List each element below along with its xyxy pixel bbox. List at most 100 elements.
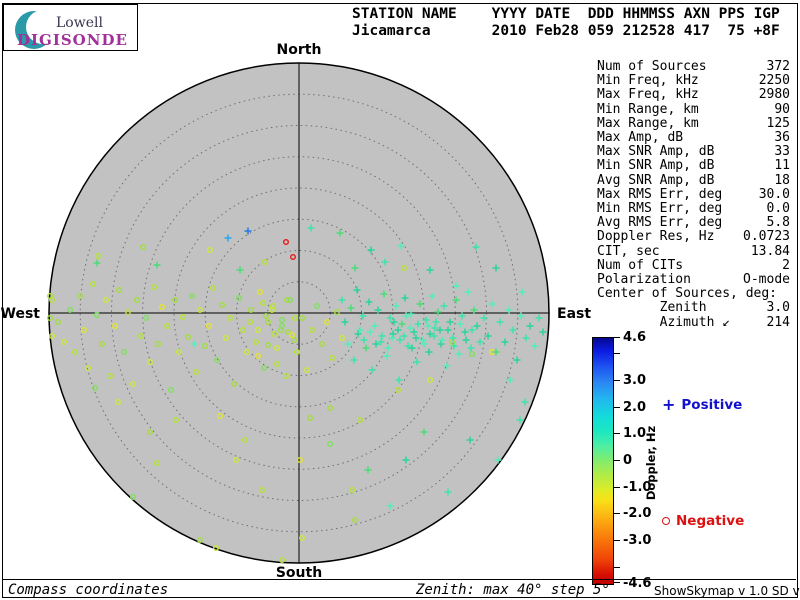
positive-doppler-point [412, 334, 420, 342]
positive-doppler-point [505, 306, 513, 314]
stat-value: 18 [774, 172, 790, 188]
positive-doppler-point [467, 344, 475, 352]
negative-doppler-point [76, 293, 83, 300]
stat-label: Min Freq, kHz [597, 73, 699, 89]
stat-value: 2980 [758, 87, 790, 103]
negative-doppler-point [232, 457, 239, 464]
negative-doppler-point [106, 373, 113, 380]
positive-doppler-point [420, 340, 428, 348]
stat-label: Avg SNR Amp, dB [597, 172, 715, 188]
colorbar-tick [613, 513, 620, 514]
positive-doppler-point [455, 350, 463, 358]
positive-doppler-point [444, 488, 452, 496]
stat-label: Avg RMS Err, deg [597, 215, 723, 231]
negative-doppler-point [469, 351, 476, 358]
positive-doppler-point [383, 352, 391, 360]
stat-value: 214 [766, 314, 790, 330]
stat-value: 11 [774, 158, 790, 174]
negative-doppler-point [226, 315, 233, 322]
colorbar-tick [613, 460, 620, 461]
negative-doppler-point [285, 329, 292, 336]
negative-doppler-point [201, 343, 208, 350]
negative-doppler-point [279, 323, 286, 330]
positive-doppler-point [461, 328, 469, 336]
negative-doppler-point [243, 349, 250, 356]
stat-label: Num of Sources [597, 59, 707, 74]
positive-doppler-point [353, 286, 361, 294]
negative-doppler-point [292, 315, 299, 322]
colorbar-tick [613, 567, 620, 568]
negative-doppler-point [179, 314, 186, 321]
negative-doppler-point [339, 335, 346, 342]
negative-doppler-point [349, 487, 356, 494]
colorbar-tick [613, 582, 620, 583]
stat-label: Min Range, km [597, 101, 699, 117]
positive-doppler-point [517, 312, 525, 320]
stat-label: Max RMS Err, deg [597, 186, 723, 202]
negative-doppler-point [279, 317, 286, 324]
positive-doppler-point [494, 456, 502, 464]
negative-doppler-point [129, 494, 136, 501]
echo-source-points [47, 224, 547, 564]
positive-doppler-point [354, 330, 362, 338]
positive-doppler-point [364, 466, 372, 474]
positive-doppler-point [466, 436, 474, 444]
positive-doppler-point [422, 316, 430, 324]
positive-doppler-point [516, 416, 524, 424]
stat-value: 125 [766, 115, 790, 131]
negative-doppler-point [218, 302, 225, 309]
positive-doppler-point [396, 336, 404, 344]
positive-doppler-point [464, 288, 472, 296]
positive-doppler-point [359, 312, 367, 320]
stat-row: Min Range, km 90 [597, 101, 790, 117]
stat-row: Zenith 3.0 [597, 301, 790, 315]
positive-doppler-point [350, 356, 358, 364]
positive-doppler-point [419, 336, 427, 344]
negative-doppler-point [283, 373, 290, 380]
negative-doppler-point [257, 289, 264, 296]
negative-doppler-point [216, 413, 223, 420]
negative-doppler-point [213, 357, 220, 364]
negative-doppler-point [163, 323, 170, 330]
positive-doppler-point [402, 312, 410, 320]
negative-doppler-point [84, 365, 91, 372]
negative-doppler-point [357, 417, 364, 424]
stat-row: Avg SNR Amp, dB 18 [597, 172, 790, 188]
positive-doppler-point [380, 290, 388, 298]
stat-value: 90 [774, 101, 790, 117]
positive-doppler-point [401, 294, 409, 302]
stat-value: 0.0 [766, 201, 790, 217]
stat-label: CIT, sec [597, 243, 660, 259]
stat-value: 33 [774, 144, 790, 160]
negative-doppler-point [171, 297, 178, 304]
negative-doppler-point [297, 457, 304, 464]
stat-row: CIT, sec 13.84 [597, 243, 790, 259]
positive-doppler-point [518, 288, 526, 296]
positive-doppler-point [407, 310, 415, 318]
positive-doppler-point [390, 318, 398, 326]
negative-doppler-point [265, 342, 272, 349]
positive-doppler-point [458, 312, 466, 320]
positive-doppler-point [190, 340, 198, 348]
coordinates-caption: Compass coordinates [8, 582, 169, 598]
stat-label: Polarization [597, 272, 691, 288]
stats-panel: Num of Sources 372 Min Freq, kHz 2250 Max Fr… [597, 59, 790, 330]
positive-doppler-point [473, 322, 481, 330]
negative-doppler-point [49, 333, 56, 340]
positive-doppler-point [356, 326, 364, 334]
negative-doppler-point [307, 415, 314, 422]
positive-doppler-point [307, 224, 315, 232]
positive-doppler-point [472, 243, 480, 251]
positive-doppler-point [388, 334, 396, 342]
positive-doppler-point [492, 264, 500, 272]
stat-value: 372 [766, 59, 790, 74]
header-column-titles: STATION NAME YYYY DATE DDD HHMMSS AXN PP… [352, 6, 780, 22]
positive-doppler-point [492, 348, 500, 356]
positive-doppler-point [420, 428, 428, 436]
negative-doppler-point [254, 327, 261, 334]
negative-doppler-point [284, 297, 291, 304]
negative-doppler-point [304, 367, 311, 374]
negative-doppler-point [246, 319, 253, 326]
positive-doppler-point [535, 314, 543, 322]
